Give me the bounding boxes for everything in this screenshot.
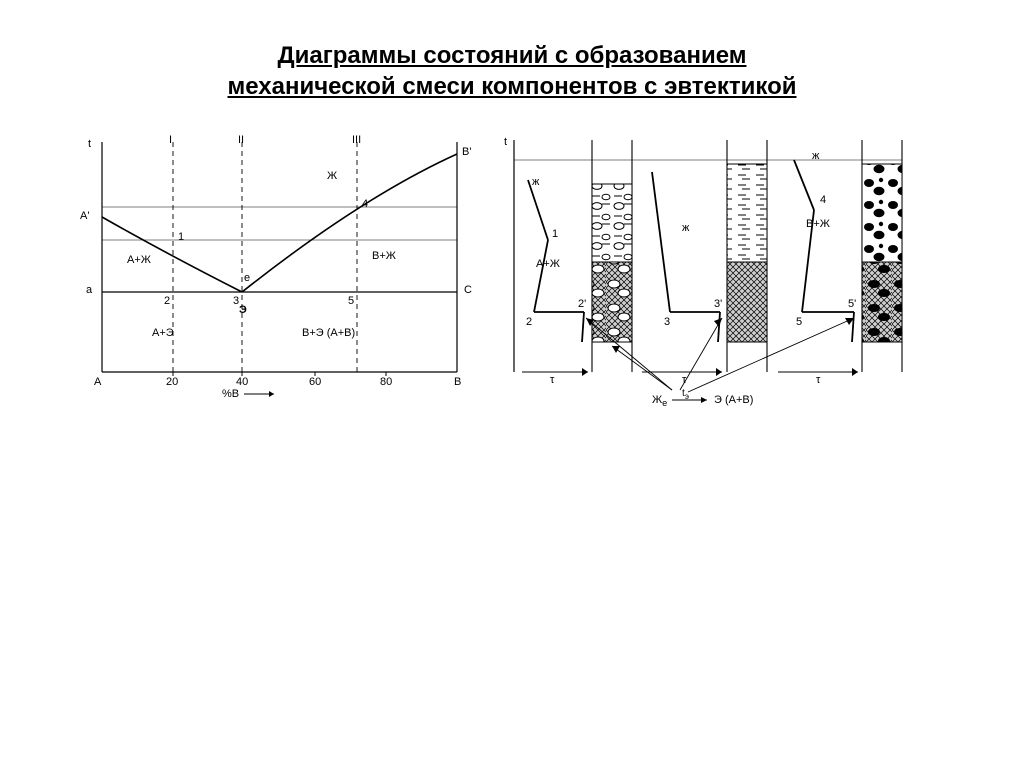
p3-pt4: 4 <box>820 194 826 206</box>
lbl-pt3: 3 <box>233 295 239 307</box>
lbl-pt4: 4 <box>362 198 368 210</box>
p2-top: ж <box>682 222 689 234</box>
lbl-roman-1: I <box>169 134 172 146</box>
lbl-liquid: Ж <box>327 170 337 182</box>
lbl-B: B <box>454 376 461 388</box>
lbl-t-right: t <box>504 136 507 148</box>
formula-right: Э (А+В) <box>714 394 753 406</box>
lbl-A: A <box>94 376 101 388</box>
lbl-e: e <box>244 272 250 284</box>
lbl-xaxis: %B <box>222 388 239 400</box>
formula-mid: tэ <box>682 388 689 401</box>
p2-bot1: 3 <box>664 316 670 328</box>
figure-container: t A' B' a C A B 20 40 60 80 %B I II III … <box>72 132 952 452</box>
p1-top: ж <box>532 176 539 188</box>
p3-top: ж <box>812 150 819 162</box>
p1-region: А+Ж <box>536 258 560 270</box>
p1-bot2: 2' <box>578 298 586 310</box>
p1-pt1: 1 <box>552 228 558 240</box>
title-line-1: Диаграммы состояний с образованием <box>278 42 747 69</box>
lbl-pt1: 1 <box>178 231 184 243</box>
lbl-A-plus-E: А+Э <box>152 327 174 339</box>
tau1: τ <box>550 374 554 386</box>
lbl-B-plus-L: В+Ж <box>372 250 396 262</box>
lbl-E-below: Э <box>239 304 247 316</box>
p3-bot2: 5' <box>848 298 856 310</box>
title-line-2: механической смеси компонентов с эвтекти… <box>228 73 797 100</box>
lbl-B-plus-E: В+Э (А+В) <box>302 327 355 339</box>
p3-region: В+Ж <box>806 218 830 230</box>
lbl-t-left: t <box>88 138 91 150</box>
lbl-a: a <box>86 284 92 296</box>
page-title: Диаграммы состояний с образованием механ… <box>0 0 1024 132</box>
lbl-roman-3: III <box>352 134 361 146</box>
tau2: τ <box>682 374 686 386</box>
cooling-curves <box>502 132 952 432</box>
lbl-B-prime: B' <box>462 146 471 158</box>
lbl-roman-2: II <box>238 134 244 146</box>
lbl-A-plus-L: А+Ж <box>127 254 151 266</box>
tau3: τ <box>816 374 820 386</box>
lbl-C: C <box>464 284 472 296</box>
lbl-pt2: 2 <box>164 295 170 307</box>
lbl-pt5: 5 <box>348 295 354 307</box>
phase-diagram <box>72 132 492 432</box>
formula-left: Жe <box>652 394 667 408</box>
p1-bot1: 2 <box>526 316 532 328</box>
p3-bot1: 5 <box>796 316 802 328</box>
p2-bot2: 3' <box>714 298 722 310</box>
lbl-A-prime: A' <box>80 210 89 222</box>
